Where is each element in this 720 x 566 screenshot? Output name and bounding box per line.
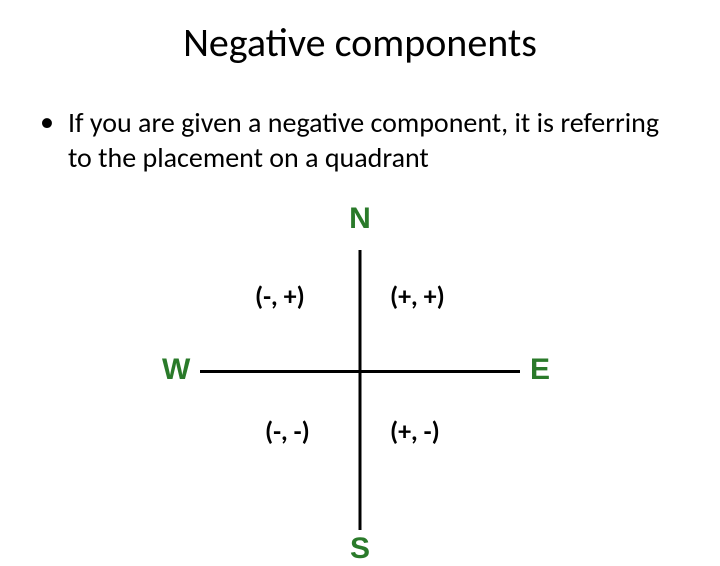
quadrant-1-label: (+, +) bbox=[390, 280, 445, 312]
bullet-item: • If you are given a negative component,… bbox=[40, 105, 680, 175]
page-title: Negative components bbox=[0, 0, 720, 67]
direction-north: N bbox=[349, 202, 371, 236]
quadrant-3-label: (-, -) bbox=[265, 415, 310, 447]
direction-east: E bbox=[530, 353, 550, 387]
quadrant-diagram: N S W E (-, +) (+, +) (-, -) (+, -) bbox=[180, 230, 540, 530]
bullet-dot-icon: • bbox=[40, 105, 54, 139]
bullet-list: • If you are given a negative component,… bbox=[0, 105, 720, 175]
direction-west: W bbox=[162, 353, 190, 387]
horizontal-axis bbox=[200, 370, 520, 373]
quadrant-2-label: (-, +) bbox=[255, 280, 305, 312]
quadrant-4-label: (+, -) bbox=[390, 415, 440, 447]
direction-south: S bbox=[350, 532, 370, 566]
vertical-axis bbox=[359, 250, 362, 530]
bullet-text: If you are given a negative component, i… bbox=[68, 105, 680, 175]
